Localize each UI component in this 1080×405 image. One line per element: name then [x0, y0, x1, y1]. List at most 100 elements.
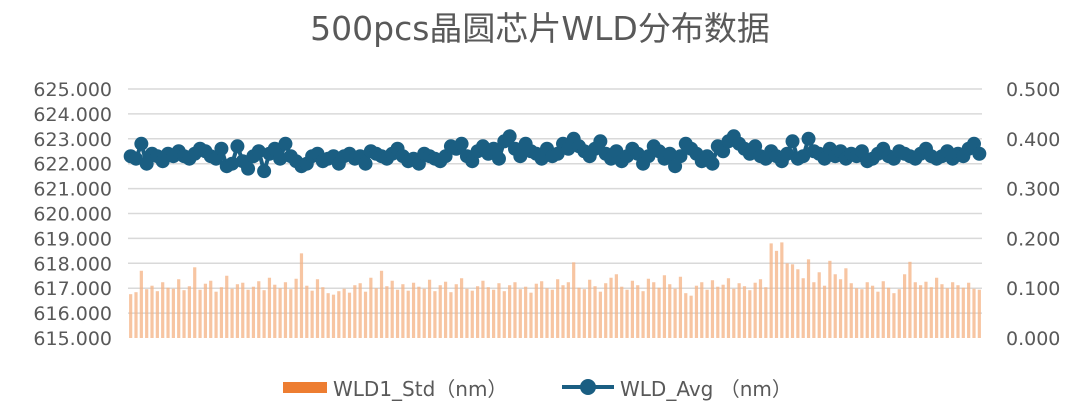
std-bar — [390, 280, 394, 338]
legend: WLD1_Std（nm） WLD_Avg （nm） — [0, 372, 1080, 402]
std-bar — [209, 280, 213, 338]
std-bar — [684, 293, 688, 338]
std-bar — [951, 282, 955, 338]
left-axis-tick-label: 621.000 — [33, 179, 112, 201]
std-bar — [374, 288, 378, 338]
std-bar — [881, 281, 885, 338]
legend-item-avg[interactable]: WLD_Avg （nm） — [562, 372, 792, 402]
std-bar — [870, 285, 875, 338]
std-bar — [630, 280, 634, 338]
avg-point — [972, 146, 987, 161]
std-bar — [454, 284, 458, 338]
std-bar — [598, 291, 602, 338]
std-bar — [257, 281, 261, 338]
std-bar — [278, 288, 282, 338]
std-bar — [513, 282, 517, 338]
legend-label-avg: WLD_Avg （nm） — [620, 376, 792, 401]
avg-point — [257, 164, 272, 179]
avg-point — [241, 161, 256, 176]
std-bar — [865, 282, 869, 338]
std-bar — [273, 284, 277, 338]
legend-swatch-avg — [562, 379, 614, 395]
std-bar — [935, 277, 939, 338]
right-axis-tick-label: 0.400 — [1006, 129, 1060, 151]
std-bar — [401, 284, 405, 338]
left-axis-tick-label: 623.000 — [33, 129, 112, 151]
std-bar — [347, 292, 352, 338]
right-axis-tick-label: 0.100 — [1006, 278, 1060, 300]
std-bar — [150, 285, 154, 338]
left-axis-tick-label: 615.000 — [33, 328, 112, 350]
std-bar — [241, 282, 245, 338]
std-bar — [310, 290, 314, 338]
legend-item-std[interactable]: WLD1_Std（nm） — [283, 372, 507, 402]
std-bar — [193, 267, 197, 338]
std-bar — [145, 289, 149, 338]
avg-point — [593, 134, 608, 149]
std-bar — [182, 290, 186, 338]
avg-point — [134, 136, 149, 151]
std-bar — [267, 277, 272, 338]
std-bar — [774, 250, 779, 338]
std-bar — [593, 286, 597, 338]
std-bar — [919, 285, 923, 338]
std-bar — [854, 288, 859, 338]
std-bar — [705, 289, 709, 338]
right-axis-tick-label: 0.200 — [1006, 228, 1060, 250]
std-bar — [913, 282, 917, 338]
std-bar — [588, 279, 592, 338]
std-bar — [203, 283, 207, 338]
std-bar — [636, 285, 640, 338]
std-bar — [486, 287, 490, 338]
avg-point — [705, 156, 720, 171]
combo-chart: 615.000 616.000 617.000 618.000 619.000620.0… — [33, 79, 1060, 350]
std-bar — [550, 289, 554, 338]
std-bar — [940, 284, 944, 338]
std-bar — [694, 285, 699, 338]
std-bar — [662, 275, 667, 338]
std-bar — [668, 284, 672, 338]
std-bar — [582, 289, 586, 338]
std-bar — [518, 289, 522, 338]
std-bar — [214, 291, 218, 338]
avg-point — [278, 136, 293, 151]
std-bar — [796, 269, 800, 338]
std-bar — [321, 287, 325, 338]
avg-point — [502, 129, 517, 144]
std-bar — [972, 288, 976, 338]
left-axis-tick-label: 624.000 — [33, 104, 112, 126]
std-bar — [449, 292, 453, 338]
std-bar — [572, 262, 576, 338]
left-axis-tick-label: 622.000 — [33, 154, 112, 176]
std-bar — [903, 274, 907, 338]
std-bar — [545, 288, 549, 338]
left-axis-tick-label: 618.000 — [33, 253, 112, 275]
std-bar — [502, 291, 506, 338]
std-bar — [129, 294, 133, 338]
avg-point — [780, 146, 795, 161]
std-bar — [465, 288, 469, 338]
std-bar — [908, 261, 912, 338]
std-bar — [753, 282, 757, 338]
std-bar — [892, 293, 896, 338]
std-bar — [652, 282, 656, 338]
std-bar — [235, 284, 240, 338]
std-bar — [556, 279, 560, 338]
avg-point — [358, 156, 373, 171]
std-bar — [476, 286, 480, 338]
std-bar — [219, 287, 224, 338]
std-bar — [806, 259, 811, 338]
std-bar — [225, 275, 229, 338]
std-bar — [785, 263, 789, 338]
left-axis-tick-label: 619.000 — [33, 228, 112, 250]
avg-point — [230, 139, 245, 154]
std-bar — [577, 287, 581, 338]
std-bar — [470, 290, 474, 338]
std-bar — [411, 282, 416, 338]
std-bar — [230, 288, 234, 338]
std-bar — [849, 283, 853, 338]
std-bar — [358, 283, 362, 338]
std-bar — [246, 289, 250, 338]
std-bar — [529, 292, 533, 338]
std-bar — [817, 272, 821, 338]
